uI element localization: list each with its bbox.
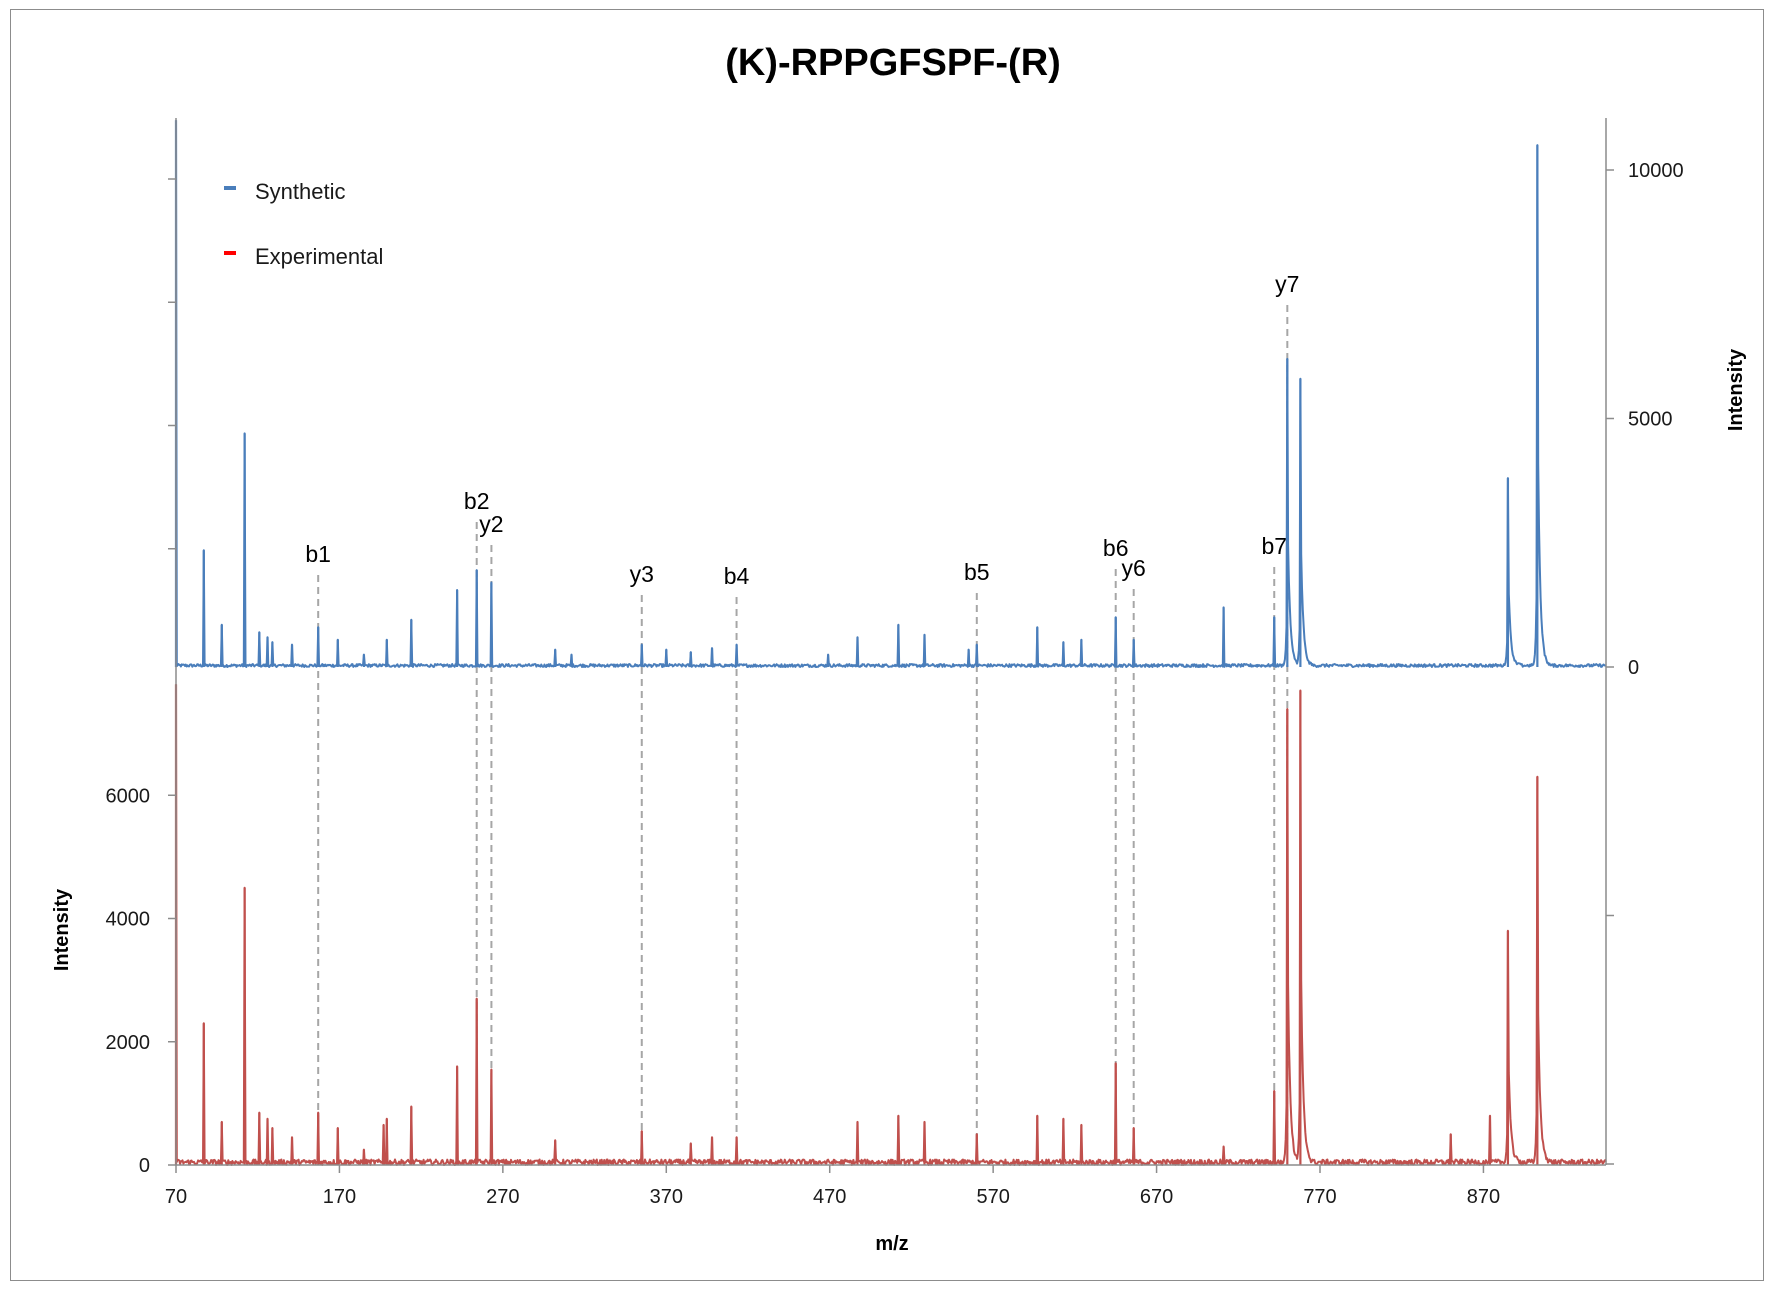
x-tick-label: 770 [1303, 1186, 1336, 1208]
ion-label-y6: y6 [1122, 555, 1146, 581]
left-y-tick-label: 4000 [106, 909, 151, 931]
ion-label-y7: y7 [1275, 271, 1299, 297]
experimental-spectrum-line [175, 684, 1607, 1166]
chart-title: (K)-RPPGFSPF-(R) [725, 42, 1061, 84]
y-axis-title-top-panel: Intensity [1725, 348, 1747, 431]
x-tick-label: 70 [165, 1186, 187, 1208]
right-y-tick-label: 10000 [1628, 160, 1684, 182]
synthetic-spectrum-line [175, 120, 1607, 668]
axes: 70 170 270 370 470 570 670 770 870 0 5000 10000 0 200… [106, 118, 1684, 1208]
ion-label-b1: b1 [305, 541, 331, 567]
legend-swatch-synthetic [224, 186, 236, 190]
left-y-tick-label: 6000 [106, 785, 151, 807]
ion-label-b4: b4 [724, 563, 750, 589]
left-y-tick-label: 0 [139, 1155, 150, 1177]
x-tick-label: 670 [1140, 1186, 1173, 1208]
experimental-spectrum [174, 684, 1607, 1166]
ion-label-b7: b7 [1261, 533, 1287, 559]
y-axis-title-bottom-panel: Intensity [51, 888, 73, 971]
ion-label-b6: b6 [1103, 535, 1129, 561]
right-y-tick-label: 0 [1628, 657, 1639, 679]
x-tick-label: 470 [813, 1186, 846, 1208]
x-tick-label: 870 [1467, 1186, 1500, 1208]
chart-frame [10, 9, 1764, 1281]
legend-label-experimental: Experimental [255, 244, 383, 269]
ion-label-b5: b5 [964, 559, 990, 585]
legend: Synthetic Experimental [224, 179, 383, 269]
ion-label-b2: b2 [464, 488, 490, 514]
left-y-tick-label: 2000 [106, 1032, 151, 1054]
x-tick-label: 570 [976, 1186, 1009, 1208]
x-axis-title: m/z [875, 1233, 908, 1255]
ion-label-y3: y3 [630, 561, 654, 587]
legend-swatch-experimental [224, 251, 236, 255]
x-tick-label: 170 [323, 1186, 356, 1208]
ion-label-y2: y2 [479, 511, 503, 537]
right-y-tick-label: 5000 [1628, 409, 1673, 431]
synthetic-spectrum [174, 120, 1607, 668]
x-tick-label: 370 [650, 1186, 683, 1208]
legend-label-synthetic: Synthetic [255, 179, 346, 204]
x-tick-label: 270 [486, 1186, 519, 1208]
